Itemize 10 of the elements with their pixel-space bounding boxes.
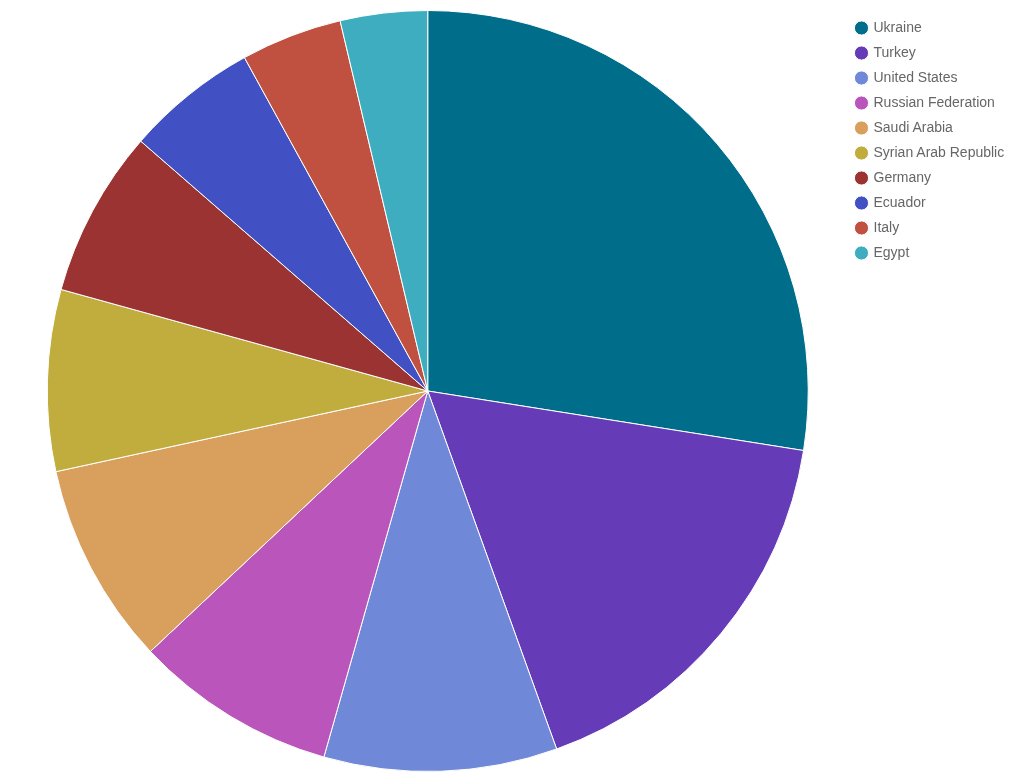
legend-label: Italy — [873, 218, 900, 235]
legend-label: Ecuador — [873, 193, 926, 210]
legend-label: Saudi Arabia — [873, 118, 954, 135]
legend-label: United States — [873, 68, 958, 85]
legend-label: Egypt — [873, 243, 910, 260]
legend-label: Russian Federation — [873, 93, 995, 110]
legend-label: Turkey — [873, 43, 916, 60]
legend-label: Germany — [873, 168, 932, 185]
legend-label: Ukraine — [873, 18, 922, 35]
legend-label: Syrian Arab Republic — [873, 143, 1005, 160]
